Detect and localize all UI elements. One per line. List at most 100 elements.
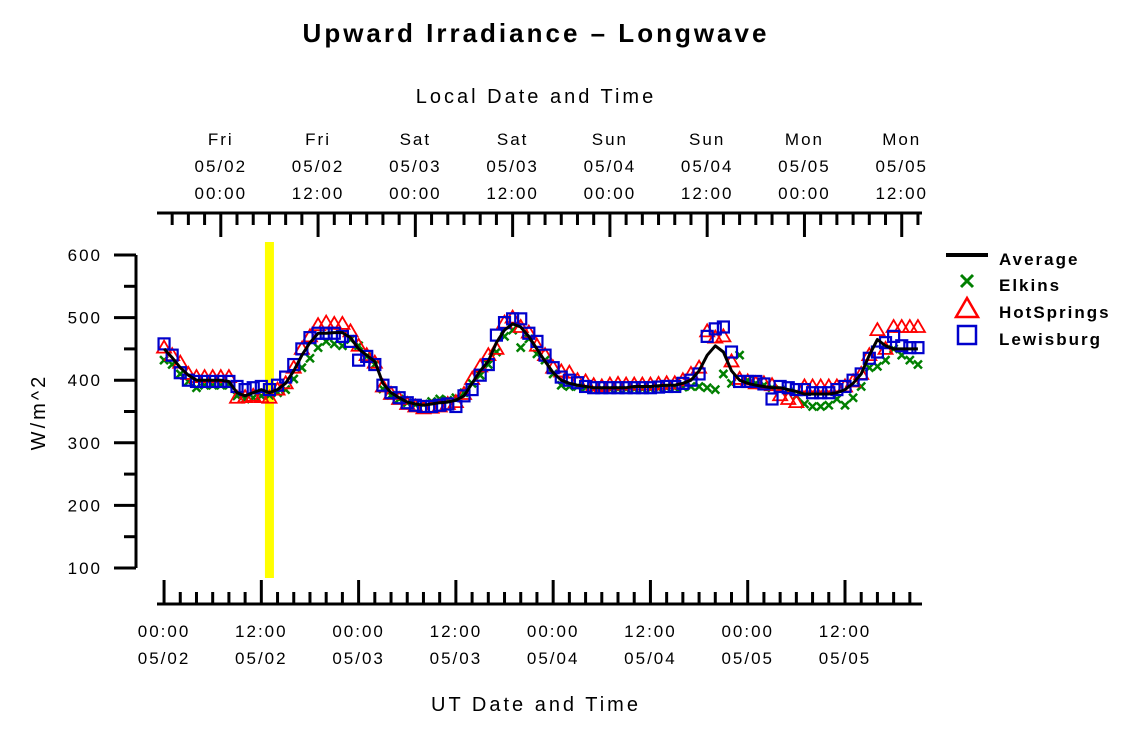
- series-hotsprings-point: [909, 318, 927, 333]
- chart-title: Upward Irradiance – Longwave: [303, 18, 770, 48]
- series-hotsprings-point: [868, 321, 886, 337]
- bottom-tick-date: 05/03: [332, 649, 385, 668]
- y-axis-title: W/m^2: [28, 374, 50, 451]
- series-elkins-point: [840, 400, 850, 411]
- series-lewisburg-point: [708, 322, 722, 336]
- y-axis: 100 200 300 400 500 600: [68, 246, 138, 578]
- top-axis-title: Local Date and Time: [416, 86, 656, 108]
- y-tick-label: 400: [68, 371, 102, 390]
- bottom-tick-date: 05/05: [819, 649, 872, 668]
- top-axis: Fri 05/02 00:00 Fri 05/02 12:00 Sat 05/03 00:00 S…: [157, 130, 928, 237]
- series-elkins-point: [815, 401, 826, 412]
- series-lewisburg-point: [765, 392, 779, 406]
- y-tick-label: 500: [68, 309, 102, 328]
- series-elkins-point-stroke: [507, 325, 518, 336]
- series-elkins-point-stroke: [475, 370, 486, 381]
- series-elkins-point: [515, 342, 526, 353]
- series-lewisburg-point: [514, 312, 528, 326]
- top-tick-day: Sun: [689, 130, 725, 149]
- series-hotsprings-point: [901, 318, 919, 333]
- top-tick-day: Mon: [882, 130, 921, 149]
- series-elkins-point-stroke: [848, 392, 858, 403]
- series-elkins-point-stroke: [823, 400, 834, 411]
- series-hotsprings-point: [779, 390, 797, 405]
- series-lewisburg-point: [749, 374, 763, 389]
- legend-average-label: Average: [999, 250, 1079, 269]
- top-tick-date: 05/02: [195, 157, 248, 176]
- bottom-tick-time: 00:00: [138, 622, 191, 641]
- y-tick-label: 200: [68, 496, 102, 515]
- top-tick-date: 05/05: [875, 157, 928, 176]
- series-elkins-point: [718, 369, 729, 379]
- bottom-tick-date: 05/02: [138, 649, 191, 668]
- series-hotsprings-point: [885, 318, 903, 333]
- legend-lewisburg-label: Lewisburg: [999, 330, 1102, 349]
- bottom-tick-time: 12:00: [430, 622, 483, 641]
- series-elkins-point-stroke: [807, 401, 818, 412]
- series-elkins-point-stroke: [880, 355, 891, 366]
- bottom-tick-time: 00:00: [721, 622, 774, 641]
- bottom-axis: 00:00 05/02 12:00 05/02 00:00 05/03 12:00 05/03…: [138, 580, 922, 668]
- series-hotsprings-point: [812, 377, 830, 393]
- series-lewisburg-point: [424, 399, 439, 414]
- top-tick-date: 05/04: [584, 157, 637, 176]
- series-lewisburg-point: [165, 348, 179, 362]
- series-hotsprings-point: [260, 388, 279, 404]
- series-elkins-point-stroke: [840, 400, 850, 411]
- series-elkins-point-stroke: [710, 384, 721, 395]
- top-tick-time: 00:00: [778, 184, 831, 203]
- legend-elkins-label: Elkins: [999, 276, 1061, 295]
- series-elkins-point: [702, 382, 713, 393]
- bottom-tick-date: 05/03: [430, 649, 483, 668]
- series-lewisburg-point: [368, 357, 382, 372]
- series-elkins-point-stroke: [913, 359, 923, 370]
- top-tick-day: Sat: [400, 130, 432, 149]
- bottom-tick-date: 05/04: [624, 649, 677, 668]
- top-tick-day: Fri: [305, 130, 331, 149]
- top-tick-day: Sun: [592, 130, 628, 149]
- series-elkins-point-stroke: [305, 353, 315, 364]
- legend: Average Elkins HotSprings Lewisburg: [946, 250, 1109, 349]
- series-elkins-point-stroke: [872, 361, 883, 372]
- top-tick-day: Fri: [208, 130, 234, 149]
- series-lewisburg-point: [416, 399, 431, 414]
- series-average-line: [162, 322, 918, 407]
- series-elkins-point-stroke: [702, 382, 713, 393]
- top-tick-date: 05/05: [778, 157, 831, 176]
- series-hotsprings-point: [333, 315, 351, 330]
- top-tick-date: 05/03: [486, 157, 539, 176]
- top-tick-time: 12:00: [486, 184, 539, 203]
- current-time-highlight: [264, 242, 274, 578]
- series-elkins-point: [904, 355, 915, 366]
- series-lewisburg-point: [497, 316, 512, 330]
- series-lewisburg-point: [724, 345, 739, 359]
- series-lewisburg-point: [254, 379, 268, 394]
- top-tick-time: 00:00: [389, 184, 442, 203]
- y-tick-label: 100: [68, 559, 102, 578]
- bottom-tick-time: 00:00: [332, 622, 385, 641]
- series-elkins-point-stroke: [313, 342, 323, 353]
- series-hotsprings-point: [325, 315, 343, 330]
- bottom-tick-time: 12:00: [819, 622, 872, 641]
- series-elkins-point-stroke: [856, 381, 867, 392]
- top-tick-day: Mon: [785, 130, 824, 149]
- top-tick-date: 05/04: [681, 157, 734, 176]
- top-tick-date: 05/03: [389, 157, 442, 176]
- series-layer: [155, 308, 927, 415]
- series-hotsprings-point: [155, 338, 173, 354]
- series-lewisburg-point: [895, 339, 909, 353]
- series-lewisburg-point: [887, 329, 901, 343]
- series-elkins-point-stroke: [904, 355, 915, 366]
- top-tick-day: Sat: [497, 130, 529, 149]
- bottom-tick-date: 05/04: [527, 649, 580, 668]
- series-lewisburg-point: [360, 349, 374, 364]
- bottom-tick-date: 05/05: [721, 649, 774, 668]
- top-tick-date: 05/02: [292, 157, 345, 176]
- series-elkins-point: [313, 342, 323, 353]
- top-tick-time: 12:00: [875, 184, 928, 203]
- series-lewisburg-point: [716, 320, 730, 334]
- bottom-tick-time: 00:00: [527, 622, 580, 641]
- y-tick-label: 300: [68, 434, 102, 453]
- legend-lewisburg-swatch: [956, 324, 978, 346]
- series-elkins-point-stroke: [831, 394, 842, 404]
